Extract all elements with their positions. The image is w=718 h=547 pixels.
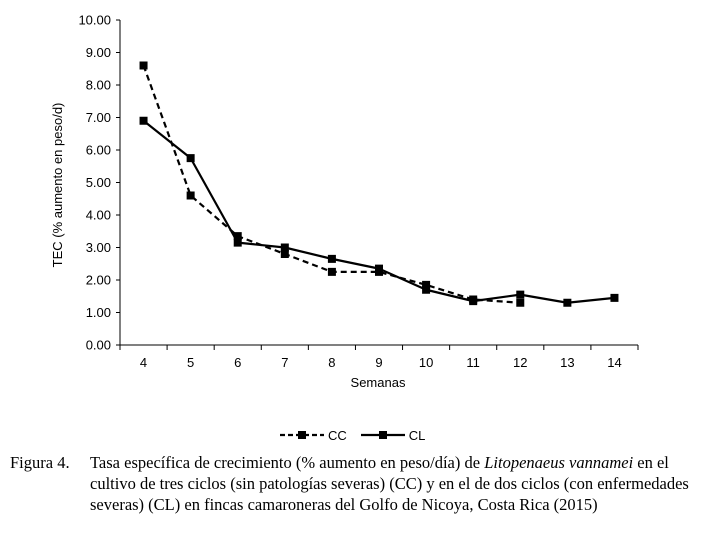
caption-label: Figura 4.: [10, 453, 70, 472]
data-point-cc: [186, 191, 195, 200]
caption-text-end: en el cultivo de tres ciclos (sin patolo…: [90, 453, 689, 514]
series-line-cc: [142, 65, 521, 304]
legend-item-cl: CL: [360, 427, 426, 443]
y-tick-label: 8.00: [86, 78, 111, 93]
data-point-cl: [563, 298, 572, 307]
legend-label-cl: CL: [408, 427, 426, 443]
data-point-cc: [139, 61, 148, 70]
x-tick-label: 7: [281, 355, 288, 370]
data-point-cl: [610, 293, 619, 302]
x-tick-label: 4: [140, 355, 147, 370]
x-tick-label: 6: [234, 355, 241, 370]
x-tick-label: 5: [187, 355, 194, 370]
x-tick-label: 12: [513, 355, 527, 370]
y-tick-label: 1.00: [86, 305, 111, 320]
data-point-cc: [280, 250, 289, 258]
y-tick-label: 10.00: [78, 13, 111, 28]
data-point-cc: [233, 232, 242, 241]
data-point-cl: [327, 254, 336, 263]
y-tick-label: 4.00: [86, 208, 111, 223]
data-point-cl: [186, 154, 195, 163]
caption-text: Tasa específica de crecimiento (% aument…: [90, 452, 710, 515]
x-tick-label: 10: [419, 355, 433, 370]
x-tick-label: 14: [607, 355, 621, 370]
series-layer: [139, 61, 619, 307]
x-tick-label: 9: [375, 355, 382, 370]
y-axis-label: TEC (% aumento en peso/d): [50, 103, 65, 268]
data-point-cc: [516, 298, 525, 307]
data-point-cc: [327, 267, 336, 276]
x-tick-label: 11: [466, 355, 480, 370]
data-point-cc: [375, 267, 383, 276]
data-point-cl: [280, 243, 289, 252]
y-tick-label: 7.00: [86, 110, 111, 125]
data-point-cl: [139, 116, 148, 125]
data-point-cc: [469, 295, 478, 304]
y-tick-label: 9.00: [86, 45, 111, 60]
data-point-cl: [422, 285, 431, 294]
data-point-cl: [516, 290, 525, 299]
x-axis-label: Semanas: [351, 375, 406, 390]
legend-label-cc: CC: [328, 427, 347, 443]
legend-swatch-cc: [280, 431, 324, 439]
data-point-cl: [233, 238, 242, 247]
x-tick-label: 13: [560, 355, 574, 370]
y-tick-label: 2.00: [86, 273, 111, 288]
y-tick-label: 0.00: [86, 338, 111, 353]
line-chart: 0.00 1.00 2.00 3.00 4.00 5.00 6.00 7.00 8.00 9.00…: [50, 13, 639, 390]
legend: CC CL: [280, 425, 425, 445]
y-axis: 0.00 1.00 2.00 3.00 4.00 5.00 6.00 7.00 8.00 9.00…: [78, 13, 121, 353]
y-tick-label: 3.00: [86, 240, 111, 255]
y-tick-label: 6.00: [86, 143, 111, 158]
caption-species: Litopenaeus vannamei: [484, 453, 634, 472]
legend-item-cc: CC: [280, 428, 347, 443]
x-tick-label: 8: [328, 355, 335, 370]
figure-caption: Figura 4. Tasa específica de crecimiento…: [10, 452, 710, 515]
data-point-cc: [422, 280, 431, 289]
caption-text-start: Tasa específica de crecimiento (% aument…: [90, 453, 485, 472]
x-axis: 4 5 6 7 8 9 10 11 12 13 14: [119, 344, 639, 370]
legend-swatch-cl: [360, 431, 405, 439]
y-tick-label: 5.00: [86, 175, 111, 190]
